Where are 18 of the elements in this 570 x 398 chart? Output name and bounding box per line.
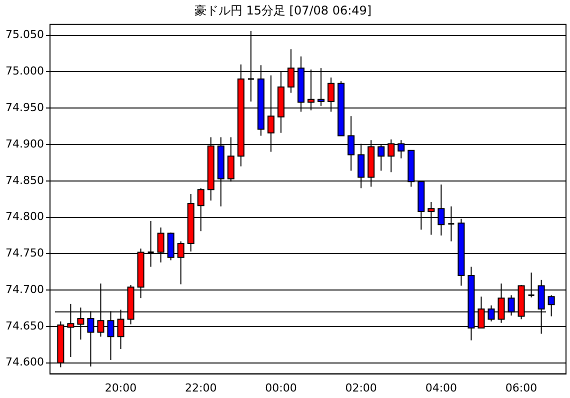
x-tick-label: 04:00 <box>425 381 458 394</box>
candlestick <box>548 294 555 317</box>
y-tick-label: 74.950 <box>6 100 44 114</box>
x-tick-label: 00:00 <box>265 381 297 394</box>
y-tick-label: 74.700 <box>6 282 44 296</box>
x-tick-label: 06:00 <box>505 381 538 394</box>
y-tick-label: 75.000 <box>6 64 44 78</box>
chart-title: 豪ドル円 15分足 [07/08 06:49] <box>194 3 372 18</box>
y-tick-label: 74.800 <box>6 210 44 224</box>
y-tick-label: 75.050 <box>6 28 44 42</box>
y-tick-label: 74.900 <box>6 137 44 150</box>
y-tick-label: 74.600 <box>6 356 44 369</box>
x-tick-label: 20:00 <box>104 381 137 394</box>
y-tick-label: 74.650 <box>6 319 44 332</box>
y-tick-label: 74.750 <box>6 246 44 260</box>
x-tick-label: 22:00 <box>185 381 217 394</box>
y-tick-label: 74.850 <box>6 174 44 187</box>
x-tick-label: 02:00 <box>345 381 377 394</box>
